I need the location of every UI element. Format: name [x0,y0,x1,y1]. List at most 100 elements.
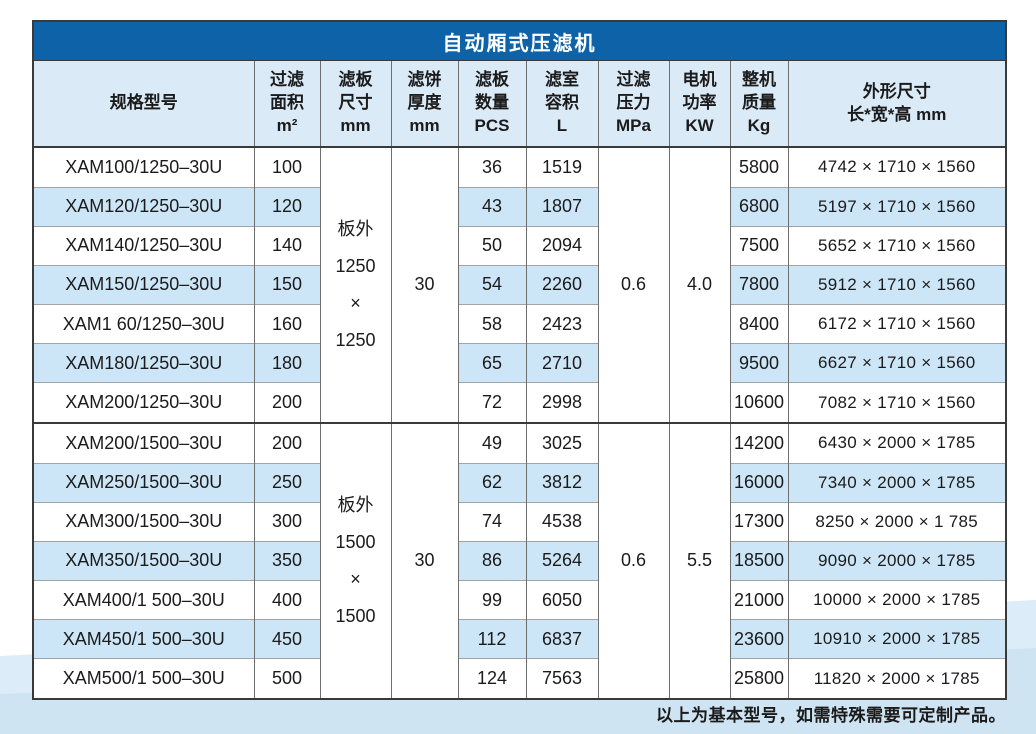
table-row: XAM200/1250–30U 200 72 2998 10600 7082 × 1710… [33,382,1006,423]
power-cell: 5.5 [668,421,730,699]
model-cell: XAM100/1250–30U [33,146,254,188]
dimensions-cell: 10000 × 2000 × 1785 [787,580,1006,620]
volume-cell: 7563 [525,658,598,699]
dimensions-cell: 5652 × 1710 × 1560 [787,225,1006,266]
col-header-weight: 整机 质量 Kg [729,60,788,148]
weight-cell: 5800 [729,146,788,188]
volume-cell: 2260 [525,264,598,305]
area-cell: 140 [253,225,320,266]
col-header-dimensions: 外形尺寸 长*宽*高 mm [787,60,1006,148]
pcs-cell: 43 [457,186,526,227]
volume-cell: 2710 [525,343,598,383]
table-row: XAM500/1 500–30U 500 124 7563 25800 11820 × 2… [33,658,1006,699]
pcs-cell: 74 [457,501,526,542]
dimensions-cell: 10910 × 2000 × 1785 [787,619,1006,659]
weight-cell: 7800 [729,264,788,305]
pcs-cell: 50 [457,225,526,266]
model-cell: XAM200/1500–30U [33,421,254,464]
table-row: XAM400/1 500–30U 400 99 6050 21000 10000 × 20… [33,580,1006,620]
dimensions-cell: 6627 × 1710 × 1560 [787,343,1006,383]
col-header-area: 过滤 面积 m² [253,60,320,148]
volume-cell: 2423 [525,304,598,344]
area-cell: 200 [253,382,320,423]
pcs-cell: 124 [457,658,526,699]
area-cell: 120 [253,186,320,227]
area-cell: 150 [253,264,320,305]
area-cell: 180 [253,343,320,383]
cake-thickness-cell: 30 [390,421,458,699]
dimensions-cell: 6430 × 2000 × 1785 [787,421,1006,464]
pcs-cell: 72 [457,382,526,423]
weight-cell: 21000 [729,580,788,620]
dimensions-cell: 5197 × 1710 × 1560 [787,186,1006,227]
cake-thickness-cell: 30 [390,146,458,423]
power-cell: 4.0 [668,146,730,423]
model-cell: XAM350/1500–30U [33,540,254,581]
table-row: XAM200/1500–30U 200 板外 1500 × 1500 30 49 3025… [33,421,1006,699]
plate-size-cell: 板外 1250 × 1250 [319,146,391,423]
table-row: XAM450/1 500–30U 450 112 6837 23600 10910 × 2… [33,619,1006,659]
dimensions-cell: 7082 × 1710 × 1560 [787,382,1006,423]
pcs-cell: 99 [457,580,526,620]
area-cell: 450 [253,619,320,659]
table-row: XAM250/1500–30U 250 62 3812 16000 7340 × 2000… [33,462,1006,503]
table-title: 自动厢式压滤机 [33,21,1006,61]
table-row: XAM350/1500–30U 350 86 5264 18500 9090 × 2000… [33,540,1006,581]
model-cell: XAM200/1250–30U [33,382,254,423]
weight-cell: 25800 [729,658,788,699]
table-row: XAM150/1250–30U 150 54 2260 7800 5912 × 1710 … [33,264,1006,305]
table-row: XAM100/1250–30U 100 板外 1250 × 1250 30 36 1519… [33,146,1006,423]
table-body: XAM100/1250–30U 100 板外 1250 × 1250 30 36 1519… [33,146,1006,699]
volume-cell: 4538 [525,501,598,542]
volume-cell: 2998 [525,382,598,423]
weight-cell: 23600 [729,619,788,659]
col-header-power: 电机 功率 KW [668,60,730,148]
volume-cell: 3025 [525,421,598,464]
weight-cell: 8400 [729,304,788,344]
pcs-cell: 58 [457,304,526,344]
area-cell: 400 [253,580,320,620]
weight-cell: 10600 [729,382,788,423]
table-row: XAM300/1500–30U 300 74 4538 17300 8250 × 2000… [33,501,1006,542]
dimensions-cell: 9090 × 2000 × 1785 [787,540,1006,581]
area-cell: 350 [253,540,320,581]
area-cell: 250 [253,462,320,503]
dimensions-cell: 5912 × 1710 × 1560 [787,264,1006,305]
model-cell: XAM450/1 500–30U [33,619,254,659]
weight-cell: 14200 [729,421,788,464]
model-cell: XAM140/1250–30U [33,225,254,266]
table-row: XAM180/1250–30U 180 65 2710 9500 6627 × 1710 … [33,343,1006,383]
volume-cell: 2094 [525,225,598,266]
volume-cell: 1519 [525,146,598,188]
footer-note: 以上为基本型号，如需特殊需要可定制产品。 [656,706,1006,725]
dimensions-cell: 7340 × 2000 × 1785 [787,462,1006,503]
volume-cell: 1807 [525,186,598,227]
dimensions-cell: 6172 × 1710 × 1560 [787,304,1006,344]
pcs-cell: 86 [457,540,526,581]
dimensions-cell: 11820 × 2000 × 1785 [787,658,1006,699]
weight-cell: 6800 [729,186,788,227]
area-cell: 300 [253,501,320,542]
weight-cell: 16000 [729,462,788,503]
volume-cell: 6050 [525,580,598,620]
model-cell: XAM250/1500–30U [33,462,254,503]
pcs-cell: 65 [457,343,526,383]
weight-cell: 7500 [729,225,788,266]
spec-table: 自动厢式压滤机 规格型号 过滤 面积 m² 滤板 尺寸 mm 滤饼 厚度 mm 滤板 数… [32,20,1007,700]
area-cell: 200 [253,421,320,464]
pcs-cell: 62 [457,462,526,503]
pcs-cell: 112 [457,619,526,659]
area-cell: 100 [253,146,320,188]
plate-size-cell: 板外 1500 × 1500 [319,421,391,699]
model-cell: XAM300/1500–30U [33,501,254,542]
col-header-cake-thickness: 滤饼 厚度 mm [390,60,458,148]
table-title-row: 自动厢式压滤机 [33,21,1006,61]
model-cell: XAM1 60/1250–30U [33,304,254,344]
pcs-cell: 54 [457,264,526,305]
col-header-pressure: 过滤 压力 MPa [597,60,669,148]
pressure-cell: 0.6 [597,421,669,699]
col-header-pcs: 滤板 数量 PCS [457,60,526,148]
pcs-cell: 49 [457,421,526,464]
volume-cell: 6837 [525,619,598,659]
dimensions-cell: 4742 × 1710 × 1560 [787,146,1006,188]
